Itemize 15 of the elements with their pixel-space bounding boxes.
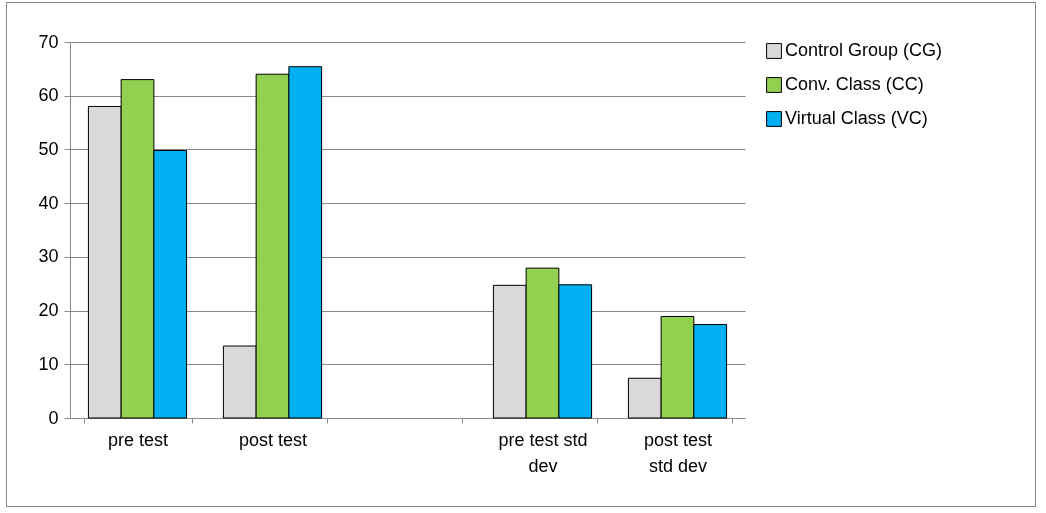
x-tick-label: post test	[238, 429, 308, 450]
y-tick-label: 50	[38, 138, 59, 159]
y-tick-label: 60	[38, 85, 59, 106]
legend-label: Virtual Class (VC)	[785, 108, 928, 128]
y-tick-label: 30	[38, 246, 59, 267]
legend-label: Conv. Class (CC)	[785, 74, 924, 94]
x-tick-label: pre test std dev	[498, 429, 588, 476]
x-tick-label: pre test	[107, 429, 169, 450]
y-tick-label: 0	[48, 407, 59, 428]
legend-label: Control Group (CG)	[785, 40, 943, 60]
y-tick-label: 70	[38, 31, 59, 52]
x-tick-label: post test std dev	[643, 429, 713, 476]
y-tick-label: 20	[38, 300, 59, 321]
y-tick-label: 40	[38, 192, 59, 213]
y-tick-label: 10	[38, 353, 59, 374]
